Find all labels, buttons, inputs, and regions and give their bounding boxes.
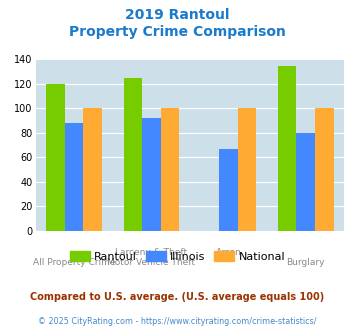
Bar — [238, 109, 256, 231]
Text: Compared to U.S. average. (U.S. average equals 100): Compared to U.S. average. (U.S. average … — [31, 292, 324, 302]
Bar — [46, 84, 65, 231]
Bar — [296, 133, 315, 231]
Text: Property Crime Comparison: Property Crime Comparison — [69, 25, 286, 39]
Legend: Rantoul, Illinois, National: Rantoul, Illinois, National — [65, 247, 290, 267]
Bar — [65, 123, 83, 231]
Text: © 2025 CityRating.com - https://www.cityrating.com/crime-statistics/: © 2025 CityRating.com - https://www.city… — [38, 317, 317, 326]
Bar — [315, 109, 334, 231]
Text: Larceny & Theft: Larceny & Theft — [115, 248, 187, 257]
Bar — [219, 149, 238, 231]
Bar — [124, 78, 142, 231]
Bar — [142, 118, 160, 231]
Text: Motor Vehicle Theft: Motor Vehicle Theft — [107, 258, 195, 267]
Text: All Property Crime: All Property Crime — [33, 258, 115, 267]
Text: Burglary: Burglary — [286, 258, 325, 267]
Bar — [160, 109, 179, 231]
Bar — [83, 109, 102, 231]
Text: 2019 Rantoul: 2019 Rantoul — [125, 8, 230, 22]
Text: Arson: Arson — [215, 248, 241, 257]
Bar — [278, 66, 296, 231]
